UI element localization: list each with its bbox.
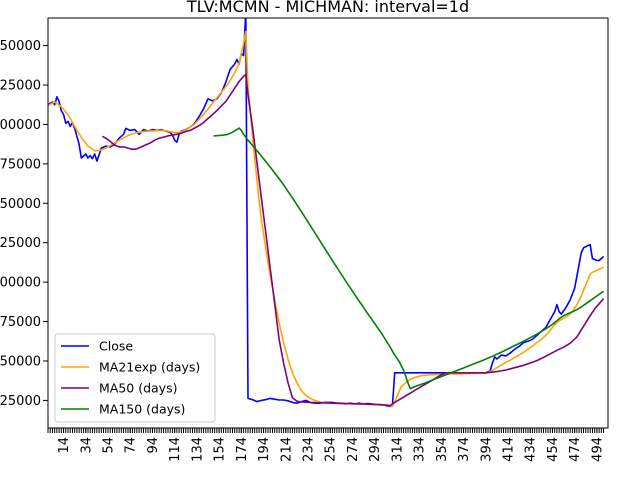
x-tick-label: 154 <box>213 437 228 462</box>
x-tick-label: 54 <box>102 437 117 454</box>
x-tick-label: 134 <box>190 437 205 462</box>
x-tick-label: 74 <box>124 437 139 454</box>
x-tick-label: 374 <box>457 437 472 462</box>
y-tick-label: 50000 <box>0 39 41 54</box>
legend-label: Close <box>99 339 133 354</box>
x-tick-label: 174 <box>235 437 250 462</box>
legend-label: MA21exp (days) <box>99 360 200 375</box>
x-tick-label: 434 <box>524 437 539 462</box>
x-tick-label: 274 <box>346 437 361 462</box>
x-tick-label: 254 <box>324 437 339 462</box>
y-axis-ticks: 25000 50000 75000 00000 25000 50000 75000 00000… <box>0 39 48 409</box>
y-tick-label: 50000 <box>0 197 41 212</box>
x-tick-label: 474 <box>568 437 583 462</box>
x-tick-label: 334 <box>413 437 428 462</box>
x-tick-label: 414 <box>502 437 517 462</box>
chart-title: TLV:MCMN - MICHMAN: interval=1d <box>186 0 469 16</box>
x-tick-label: 454 <box>546 437 561 462</box>
x-tick-label: 194 <box>257 437 272 462</box>
x-axis-ticks: 14 34 54 74 94 114 134 154 174 194 214 234 254 274 294… <box>57 428 605 462</box>
y-tick-label: 25000 <box>0 79 41 94</box>
x-tick-label: 34 <box>79 437 94 454</box>
x-tick-label: 354 <box>435 437 450 462</box>
series-line-3 <box>102 73 605 407</box>
x-tick-label: 394 <box>479 437 494 462</box>
legend-box <box>54 333 216 423</box>
series-line-2 <box>48 30 604 408</box>
x-tick-label: 114 <box>168 437 183 462</box>
x-axis-minor-ticks <box>47 428 605 433</box>
legend-label: MA150 (days) <box>99 402 185 417</box>
x-tick-label: 14 <box>57 437 72 454</box>
x-tick-label: 214 <box>279 437 294 462</box>
y-tick-label: 25000 <box>0 394 41 409</box>
y-tick-label: 25000 <box>0 236 41 251</box>
series-line-4 <box>213 127 605 390</box>
legend: Close MA21exp (days) MA50 (days) MA150 (day… <box>54 333 216 423</box>
x-tick-label: 314 <box>390 437 405 462</box>
series-layer <box>48 18 605 408</box>
x-tick-label: 294 <box>368 437 383 462</box>
y-tick-label: 00000 <box>0 276 41 291</box>
legend-label: MA50 (days) <box>99 381 177 396</box>
y-tick-label: 75000 <box>0 157 41 172</box>
y-tick-label: 75000 <box>0 315 41 330</box>
x-tick-label: 234 <box>302 437 317 462</box>
y-tick-label: 00000 <box>0 118 41 133</box>
x-tick-label: 494 <box>590 437 605 462</box>
x-tick-label: 94 <box>146 437 161 454</box>
y-tick-label: 50000 <box>0 354 41 369</box>
series-line-1 <box>48 18 605 408</box>
